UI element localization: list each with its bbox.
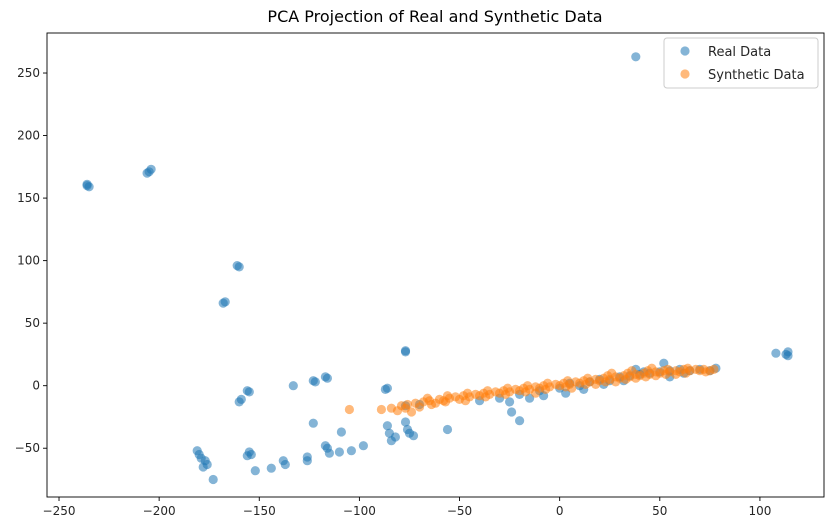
data-point bbox=[591, 379, 601, 389]
data-point bbox=[531, 388, 541, 398]
data-point bbox=[507, 407, 517, 417]
data-point bbox=[771, 348, 781, 358]
data-point bbox=[244, 387, 254, 397]
data-point bbox=[278, 456, 288, 466]
y-tick-label: 250 bbox=[17, 66, 40, 80]
data-point bbox=[288, 381, 298, 391]
chart-title: PCA Projection of Real and Synthetic Dat… bbox=[267, 7, 602, 26]
data-point bbox=[336, 427, 346, 437]
data-point bbox=[462, 388, 473, 398]
axes-layer: −250 −200 −150 −100 −50 0 50 100 −50 0 50 100 150 200… bbox=[15, 32, 825, 518]
data-point bbox=[442, 391, 453, 401]
data-point bbox=[324, 448, 334, 458]
data-point bbox=[442, 424, 453, 435]
data-point bbox=[515, 416, 525, 426]
y-tick-label: 50 bbox=[25, 316, 40, 330]
x-tick-label: 100 bbox=[748, 504, 771, 518]
data-point bbox=[483, 386, 493, 396]
data-point bbox=[460, 396, 471, 406]
data-point bbox=[414, 402, 425, 412]
data-point bbox=[607, 368, 617, 378]
data-point bbox=[218, 298, 228, 308]
legend-marker bbox=[680, 69, 690, 79]
data-point bbox=[376, 404, 386, 415]
data-point bbox=[308, 376, 318, 386]
data-point bbox=[701, 367, 711, 377]
data-point bbox=[266, 463, 276, 473]
data-point bbox=[382, 383, 392, 393]
data-point bbox=[683, 363, 693, 373]
y-tick-label: 200 bbox=[17, 129, 40, 143]
data-point bbox=[208, 474, 218, 485]
x-tick-label: −50 bbox=[447, 504, 472, 518]
y-tick-label: 0 bbox=[32, 379, 40, 393]
data-point bbox=[400, 346, 411, 356]
data-point bbox=[198, 462, 208, 472]
y-tick-label: 150 bbox=[17, 191, 40, 205]
data-point bbox=[308, 418, 318, 428]
data-point bbox=[346, 446, 356, 456]
data-point bbox=[422, 393, 433, 403]
data-point bbox=[783, 351, 793, 361]
data-point bbox=[400, 417, 411, 427]
data-point bbox=[523, 381, 533, 391]
series-1 bbox=[344, 363, 719, 417]
data-point bbox=[503, 383, 513, 393]
data-point bbox=[406, 407, 417, 417]
data-point bbox=[631, 373, 641, 383]
legend-label: Synthetic Data bbox=[708, 68, 805, 83]
data-point bbox=[663, 364, 673, 374]
data-point bbox=[631, 52, 641, 62]
legend-marker bbox=[680, 46, 690, 56]
data-point bbox=[84, 182, 94, 192]
data-point bbox=[320, 372, 330, 382]
data-point bbox=[358, 441, 368, 451]
data-point bbox=[647, 363, 657, 373]
series-0 bbox=[82, 52, 793, 485]
data-point bbox=[671, 369, 681, 379]
data-point bbox=[505, 397, 515, 407]
data-point bbox=[408, 431, 419, 441]
x-tick-label: 50 bbox=[652, 504, 667, 518]
data-point bbox=[709, 364, 719, 374]
data-point bbox=[334, 447, 344, 457]
legend-label: Real Data bbox=[708, 45, 771, 60]
data-point bbox=[250, 466, 260, 476]
data-point bbox=[651, 371, 661, 381]
data-point bbox=[146, 164, 156, 174]
data-point bbox=[583, 373, 593, 383]
data-point bbox=[234, 262, 244, 272]
data-point bbox=[234, 397, 244, 407]
data-point bbox=[627, 366, 637, 376]
y-tick-label: −50 bbox=[15, 441, 40, 455]
y-tick-label: 100 bbox=[17, 254, 40, 268]
x-tick-label: −100 bbox=[343, 504, 376, 518]
legend-box bbox=[663, 37, 819, 89]
data-point bbox=[567, 383, 577, 393]
data-point bbox=[563, 376, 573, 386]
data-point bbox=[543, 378, 553, 388]
x-tick-label: −200 bbox=[143, 504, 176, 518]
data-point bbox=[302, 456, 312, 466]
data-point bbox=[390, 432, 400, 442]
points-layer bbox=[82, 52, 793, 485]
data-point bbox=[402, 399, 413, 410]
data-point bbox=[344, 404, 354, 415]
data-point bbox=[611, 377, 621, 387]
data-point bbox=[246, 449, 256, 460]
data-point bbox=[382, 421, 392, 431]
legend: Real Data Synthetic Data bbox=[663, 37, 819, 89]
plot-frame bbox=[46, 32, 825, 498]
x-tick-label: −250 bbox=[43, 504, 76, 518]
x-tick-label: −150 bbox=[243, 504, 276, 518]
x-tick-label: 0 bbox=[556, 504, 564, 518]
